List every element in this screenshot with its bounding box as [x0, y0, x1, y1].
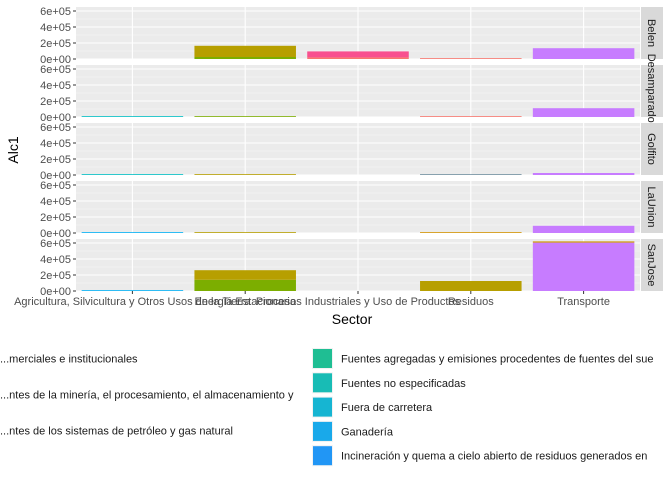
y-tick-label: 6e+05: [40, 180, 71, 192]
x-tick-label: Procesos Industriales y Uso de Productos: [256, 296, 461, 308]
facet-strip-label: Desamparados: [645, 54, 657, 129]
y-axis-title: Alc1: [5, 136, 21, 163]
legend-label: ...ntes de la minería, el procesamiento,…: [0, 390, 294, 402]
bar-segment: [81, 174, 184, 175]
y-tick-label: 4e+05: [40, 196, 71, 208]
facet-strip: [641, 123, 663, 175]
bar-segment: [420, 58, 522, 59]
y-tick-label: 2e+05: [40, 270, 71, 282]
bar-segment: [194, 174, 296, 175]
bar-segment: [420, 116, 522, 117]
y-tick-label: 2e+05: [40, 154, 71, 166]
legend-key: [312, 445, 333, 467]
x-axis-title: Sector: [332, 311, 373, 327]
bar-segment: [81, 290, 184, 291]
legend-label: Fuentes agregadas y emisiones procedente…: [341, 354, 653, 366]
y-tick-label: 0e+00: [40, 170, 71, 182]
facet-strip-label: SanJose: [645, 244, 657, 287]
bar-segment: [307, 57, 409, 59]
legend-swatch: [313, 446, 332, 466]
bar-segment: [532, 225, 635, 233]
legend-key: [312, 420, 333, 442]
legend-swatch: [313, 421, 332, 441]
y-tick-label: 2e+05: [40, 38, 71, 50]
legend-label: ...ntes de los sistemas de petróleo y ga…: [0, 426, 233, 438]
bar-segment: [194, 57, 296, 59]
facet-panel-Golfito: 0e+00 2e+05 4e+05 6e+05 Golfito: [40, 122, 663, 182]
bar-segment: [420, 174, 522, 175]
bar-segment: [532, 48, 635, 59]
facet-strip: [641, 65, 663, 117]
facet-strip-label: Belen: [645, 19, 657, 47]
facet-panel-LaUnion: 0e+00 2e+05 4e+05 6e+05 LaUnion: [40, 180, 663, 240]
y-tick-label: 6e+05: [40, 238, 71, 250]
y-tick-label: 0e+00: [40, 286, 71, 298]
x-tick-label: Residuos: [448, 296, 494, 308]
legend-label: Ganadería: [341, 426, 394, 438]
y-tick-label: 2e+05: [40, 212, 71, 224]
bar-segment: [532, 241, 635, 243]
bar-segment: [194, 116, 296, 117]
y-tick-label: 0e+00: [40, 54, 71, 66]
legend-key: [312, 372, 333, 394]
bar-segment: [532, 173, 635, 175]
bar-segment: [420, 281, 522, 291]
facet-strip-label: LaUnion: [645, 187, 657, 228]
facet-panel-SanJose: 0e+00 2e+05 4e+05 6e+05 SanJose: [40, 238, 663, 298]
facet-strip: [641, 181, 663, 233]
y-tick-label: 4e+05: [40, 138, 71, 150]
bar-segment: [194, 270, 296, 280]
facet-strip-label: Golfito: [645, 133, 657, 165]
facet-panel-Desamparados: 0e+00 2e+05 4e+05 6e+05 Desamparados: [40, 54, 663, 129]
legend-key: [312, 396, 333, 418]
y-tick-label: 4e+05: [40, 22, 71, 34]
y-tick-label: 6e+05: [40, 122, 71, 134]
legend-swatch: [313, 349, 332, 368]
legend-label: ...merciales e institucionales: [0, 354, 138, 366]
legend-key: [312, 348, 333, 369]
legend-label: Fuera de carretera: [341, 402, 433, 414]
legend-swatch: [313, 373, 332, 393]
bar-segment: [532, 108, 635, 117]
legend-label: Fuentes no especificadas: [341, 378, 466, 390]
facet-panels: 0e+00 2e+05 4e+05 6e+05 Belen 0e+00 2e+05 4e+05…: [40, 6, 663, 298]
bar-segment: [420, 232, 522, 233]
x-tick-label: Agricultura, Silvicultura y Otros Usos d…: [14, 296, 251, 308]
facet-panel-Belen: 0e+00 2e+05 4e+05 6e+05 Belen: [40, 6, 663, 66]
y-tick-label: 0e+00: [40, 112, 71, 124]
y-tick-label: 4e+05: [40, 254, 71, 266]
y-tick-label: 6e+05: [40, 6, 71, 18]
bar-segment: [81, 232, 184, 233]
legend-swatch: [313, 397, 332, 417]
bar-segment: [81, 116, 184, 117]
x-tick-label: Energia Estacionaria: [194, 296, 296, 308]
y-tick-label: 6e+05: [40, 64, 71, 76]
bar-segment: [194, 232, 296, 233]
bar-segment: [194, 45, 296, 57]
legend-label: Incineración y quema a cielo abierto de …: [341, 451, 647, 463]
y-tick-label: 0e+00: [40, 228, 71, 240]
y-tick-label: 2e+05: [40, 96, 71, 108]
bar-segment: [532, 242, 635, 291]
bar-segment: [194, 279, 296, 291]
facet-strip: [641, 239, 663, 291]
facet-strip: [641, 7, 663, 59]
x-axis: Agricultura, Silvicultura y Otros Usos d…: [14, 291, 610, 308]
y-tick-label: 4e+05: [40, 80, 71, 92]
bar-segment: [307, 51, 409, 58]
x-tick-label: Transporte: [557, 296, 610, 308]
legend: ...merciales e institucionales ...ntes de…: [0, 348, 653, 467]
